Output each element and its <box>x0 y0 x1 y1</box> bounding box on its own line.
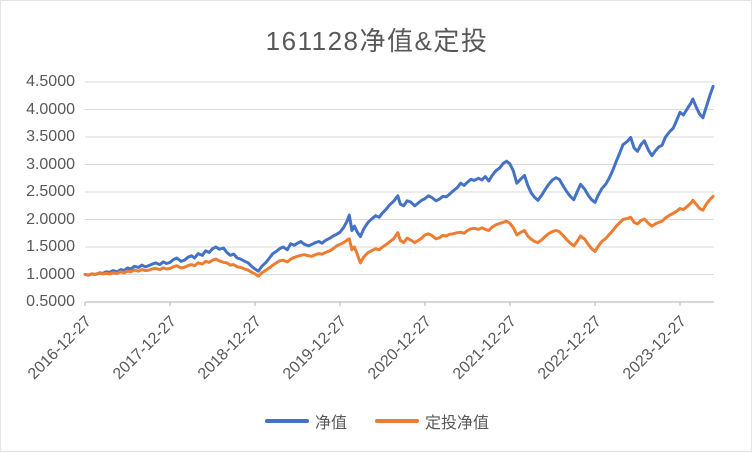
dca-nav-series-swatch-icon <box>375 419 419 423</box>
legend-label-dca-nav: 定投净值 <box>425 415 490 432</box>
y-axis-tick-label: 1.0000 <box>26 265 75 283</box>
y-axis-tick-label: 4.5000 <box>26 73 75 90</box>
y-axis-tick-label: 3.0000 <box>26 155 75 173</box>
legend-label-nav: 净值 <box>314 415 347 432</box>
y-axis-tick-label: 2.0000 <box>26 210 75 228</box>
legend-item-dca-nav[interactable]: 定投净值 <box>375 409 489 433</box>
y-axis-tick-label: 0.5000 <box>26 293 75 310</box>
y-axis-tick-label: 1.5000 <box>26 238 75 255</box>
y-axis-tick-label: 4.0000 <box>26 100 75 118</box>
legend-item-nav[interactable]: 净值 <box>264 409 347 433</box>
y-axis-tick-label: 2.5000 <box>26 183 75 200</box>
legend: 净值 定投净值 <box>1 409 751 433</box>
nav-series-swatch-icon <box>264 419 309 423</box>
y-axis-tick-label: 3.5000 <box>26 128 75 145</box>
chart-title: 161128净值&定投 <box>265 26 489 56</box>
